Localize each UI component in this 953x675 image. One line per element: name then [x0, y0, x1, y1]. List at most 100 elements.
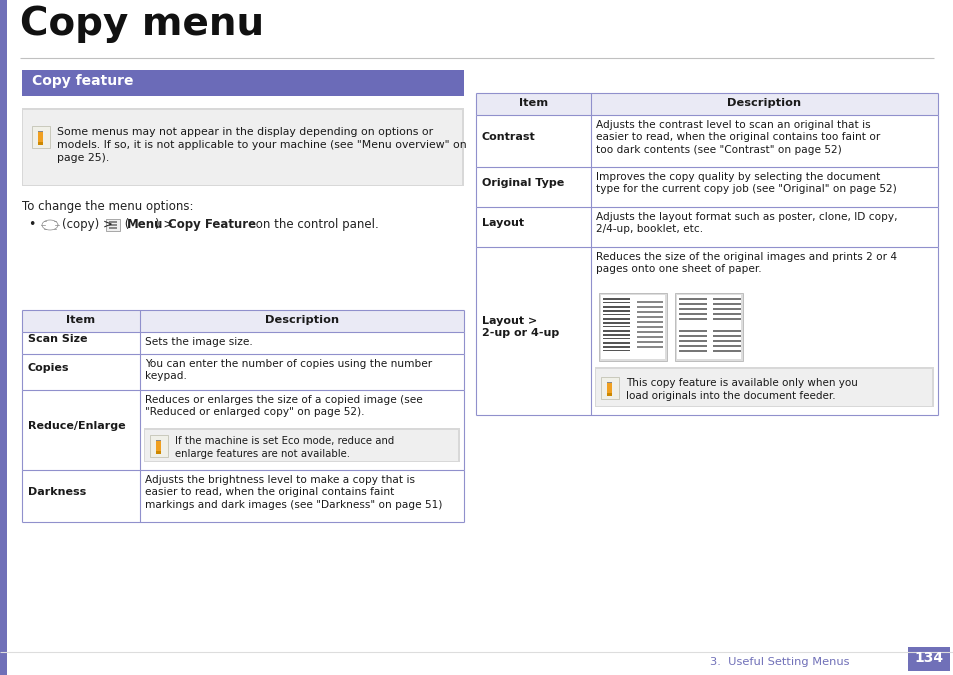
Bar: [637, 316, 662, 318]
Bar: [602, 314, 629, 315]
Text: Adjusts the layout format such as poster, clone, ID copy,
2/4-up, booklet, etc.: Adjusts the layout format such as poster…: [596, 212, 897, 234]
Text: Original Type: Original Type: [481, 178, 563, 188]
Bar: [679, 303, 706, 305]
Bar: [602, 298, 629, 300]
Bar: [146, 429, 458, 460]
Bar: [24, 109, 462, 184]
Text: Darkness: Darkness: [28, 487, 86, 497]
Text: •: •: [28, 218, 35, 231]
Bar: [679, 313, 706, 315]
Bar: [679, 298, 706, 300]
Bar: [156, 451, 161, 454]
Text: 134: 134: [914, 651, 943, 665]
Bar: [109, 221, 117, 223]
Bar: [606, 381, 612, 383]
Text: Reduces or enlarges the size of a copied image (see
"Reduced or enlarged copy" o: Reduces or enlarges the size of a copied…: [145, 395, 422, 417]
Bar: [109, 227, 117, 229]
Text: Menu: Menu: [127, 218, 163, 231]
Text: Reduce/Enlarge: Reduce/Enlarge: [28, 421, 126, 431]
Bar: [598, 293, 666, 361]
Bar: [38, 132, 43, 143]
Bar: [607, 383, 611, 394]
Bar: [712, 303, 740, 305]
Bar: [38, 142, 43, 145]
Bar: [600, 295, 664, 359]
Text: Adjusts the brightness level to make a copy that is
easier to read, when the ori: Adjusts the brightness level to make a c…: [145, 475, 442, 510]
Bar: [22, 70, 463, 96]
Bar: [679, 350, 706, 352]
Bar: [602, 310, 629, 312]
Bar: [602, 322, 629, 324]
Bar: [22, 310, 463, 332]
Bar: [602, 342, 629, 344]
Bar: [679, 340, 706, 342]
Text: Copy menu: Copy menu: [20, 5, 264, 43]
Text: Copy Feature: Copy Feature: [168, 218, 255, 231]
Bar: [637, 321, 662, 323]
Text: Copies: Copies: [28, 363, 70, 373]
Bar: [476, 93, 937, 115]
Bar: [602, 326, 629, 327]
Text: Improves the copy quality by selecting the document
type for the current copy jo: Improves the copy quality by selecting t…: [596, 172, 896, 194]
Bar: [637, 336, 662, 338]
Bar: [109, 224, 117, 225]
Text: (copy) >: (copy) >: [62, 218, 116, 231]
Text: This copy feature is available only when you
load originals into the document fe: This copy feature is available only when…: [625, 378, 857, 401]
Text: ) >: ) >: [154, 218, 177, 231]
Bar: [637, 341, 662, 343]
Bar: [712, 335, 740, 337]
Text: on the control panel.: on the control panel.: [252, 218, 378, 231]
Bar: [637, 331, 662, 333]
Bar: [712, 313, 740, 315]
Bar: [712, 308, 740, 310]
Bar: [155, 439, 161, 441]
Text: Item: Item: [67, 315, 95, 325]
Bar: [22, 108, 463, 186]
Bar: [602, 330, 629, 332]
Bar: [0, 0, 7, 675]
Bar: [595, 367, 933, 407]
Bar: [712, 298, 740, 300]
Bar: [602, 338, 629, 339]
Bar: [602, 350, 629, 351]
Bar: [602, 346, 629, 348]
Text: Item: Item: [518, 98, 547, 108]
Bar: [679, 308, 706, 310]
Text: Adjusts the contrast level to scan an original that is
easier to read, when the : Adjusts the contrast level to scan an or…: [596, 120, 880, 155]
Bar: [637, 326, 662, 328]
Bar: [607, 393, 611, 396]
Bar: [602, 302, 629, 303]
Text: Layout >
2-up or 4-up: Layout > 2-up or 4-up: [481, 316, 558, 338]
Bar: [106, 219, 120, 231]
Text: If the machine is set Eco mode, reduce and
enlarge features are not available.: If the machine is set Eco mode, reduce a…: [174, 436, 394, 459]
Bar: [602, 334, 629, 336]
Text: Scan Size: Scan Size: [28, 334, 88, 344]
Bar: [637, 301, 662, 303]
Text: You can enter the number of copies using the number
keypad.: You can enter the number of copies using…: [145, 359, 432, 381]
Bar: [150, 435, 168, 456]
Bar: [712, 318, 740, 320]
Bar: [677, 295, 740, 359]
Text: Reduces the size of the original images and prints 2 or 4
pages onto one sheet o: Reduces the size of the original images …: [596, 252, 896, 275]
Bar: [675, 293, 742, 361]
Bar: [679, 345, 706, 347]
Text: Description: Description: [265, 315, 338, 325]
Bar: [712, 330, 740, 332]
Bar: [679, 335, 706, 337]
Bar: [679, 330, 706, 332]
Bar: [907, 647, 949, 671]
Bar: [38, 130, 43, 132]
Text: Some menus may not appear in the display depending on options or
models. If so, : Some menus may not appear in the display…: [57, 127, 466, 163]
Text: (: (: [121, 218, 130, 231]
Text: Contrast: Contrast: [481, 132, 536, 142]
Text: 3.  Useful Setting Menus: 3. Useful Setting Menus: [709, 657, 848, 667]
Text: Description: Description: [727, 98, 801, 108]
Bar: [144, 428, 459, 462]
Bar: [32, 126, 50, 148]
Bar: [602, 318, 629, 320]
Bar: [637, 311, 662, 313]
Text: To change the menu options:: To change the menu options:: [22, 200, 193, 213]
Text: Sets the image size.: Sets the image size.: [145, 337, 253, 347]
Bar: [596, 369, 931, 406]
Bar: [712, 350, 740, 352]
